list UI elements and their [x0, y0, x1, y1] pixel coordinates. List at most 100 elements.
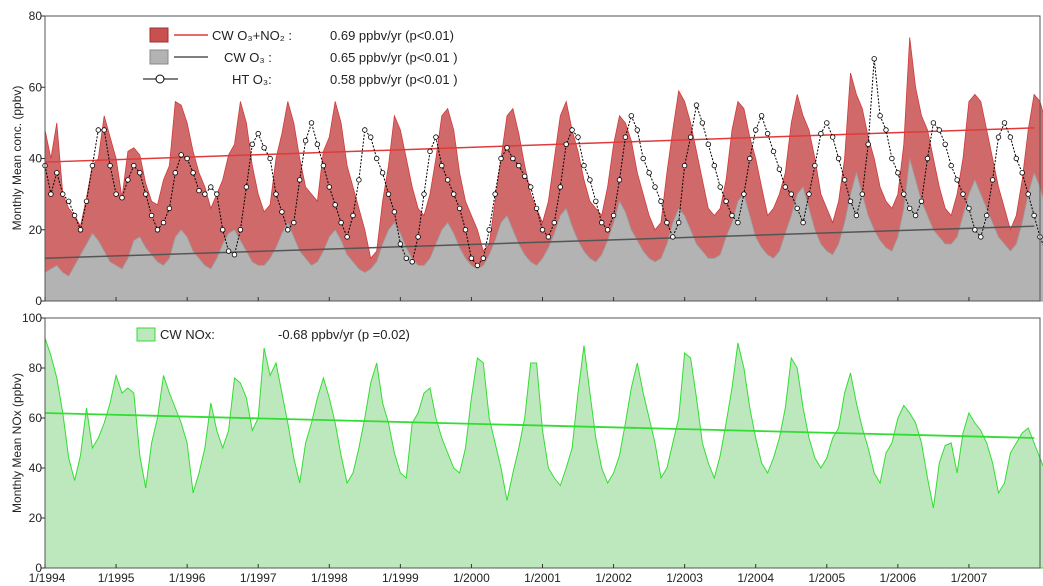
top-y-axis: 0 20 40 60 80	[29, 9, 45, 308]
ht-o3-point	[575, 134, 581, 140]
cw-nox-area	[44, 337, 1043, 569]
y-tick-label: 0	[35, 561, 42, 575]
legend-label-cw-nox: CW NOx:	[160, 327, 215, 342]
ht-o3-point	[930, 120, 937, 126]
ht-o3-point	[125, 177, 131, 183]
x-tick-label: 1/2007	[951, 571, 988, 585]
ht-o3-point	[664, 219, 670, 226]
ht-o3-point	[670, 234, 676, 240]
ht-o3-point	[65, 198, 72, 204]
ht-o3-point	[841, 177, 848, 183]
ht-o3-point	[747, 155, 753, 162]
ht-o3-point	[338, 219, 344, 226]
y-tick-label: 100	[22, 311, 42, 325]
ht-o3-point	[154, 227, 161, 233]
ht-o3-point	[741, 191, 747, 197]
legend-marker-ht-o3	[155, 74, 165, 84]
ht-o3-point	[326, 184, 332, 190]
ht-o3-point	[320, 162, 327, 169]
ht-o3-point	[374, 155, 380, 162]
ht-o3-point	[101, 127, 107, 133]
ht-o3-point	[510, 155, 516, 162]
ht-o3-point	[681, 162, 688, 169]
ht-o3-point	[172, 170, 178, 176]
ht-o3-point	[782, 184, 788, 190]
ht-o3-point	[107, 162, 113, 169]
ht-o3-point	[1025, 191, 1031, 197]
ht-o3-point	[753, 127, 759, 133]
ht-o3-point	[658, 198, 664, 204]
ht-o3-point	[137, 170, 143, 176]
ht-o3-point	[113, 191, 119, 197]
ht-o3-point	[237, 227, 244, 233]
ht-o3-point	[912, 212, 919, 219]
x-tick-label: 1/2002	[595, 571, 632, 585]
ht-o3-point	[877, 113, 883, 119]
ht-o3-point	[616, 177, 623, 183]
ht-o3-point	[196, 187, 202, 194]
ht-o3-point	[847, 198, 854, 204]
legend-label-cw-o3-no2: CW O₃+NO₂ :	[212, 28, 292, 43]
x-tick-label: 1/2003	[666, 571, 703, 585]
ht-o3-point	[806, 191, 812, 197]
y-tick-label: 40	[29, 461, 43, 475]
ht-o3-point	[214, 191, 220, 197]
ht-o3-point	[202, 191, 208, 197]
ht-o3-point	[308, 120, 315, 126]
ht-o3-point	[480, 255, 486, 261]
ht-o3-point	[208, 184, 214, 190]
ht-o3-point	[770, 148, 777, 155]
legend-trend-cw-nox: -0.68 ppbv/yr (p =0.02)	[278, 327, 410, 342]
ht-o3-point	[924, 155, 931, 162]
ht-o3-point	[1031, 212, 1037, 219]
ht-o3-point	[1013, 155, 1019, 162]
ht-o3-point	[451, 191, 457, 197]
ht-o3-point	[184, 155, 190, 162]
ht-o3-point	[131, 162, 137, 169]
ht-o3-point	[1001, 120, 1008, 126]
ht-o3-point	[391, 209, 398, 215]
legend-trend-ht-o3: 0.58 ppbv/yr (p<0.01 )	[330, 72, 458, 87]
ht-o3-point	[652, 184, 658, 190]
ht-o3-point	[528, 184, 534, 190]
ht-o3-point	[77, 227, 84, 233]
x-tick-label: 1/1994	[29, 571, 66, 585]
ht-o3-point	[178, 152, 184, 158]
ozone-panel: 0 20 40 60 80 Monthly Mean conc. (ppbv) CW O…	[10, 9, 1043, 308]
ht-o3-point	[918, 198, 925, 204]
ht-o3-point	[456, 205, 463, 212]
ht-o3-point	[261, 145, 267, 151]
ht-o3-point	[865, 141, 871, 147]
ht-o3-point	[344, 234, 350, 240]
ht-o3-point	[498, 155, 504, 162]
ht-o3-point	[989, 177, 996, 183]
ht-o3-point	[314, 141, 321, 147]
ht-o3-point	[516, 162, 522, 169]
ht-o3-point	[717, 184, 723, 190]
legend-swatch-cw-o3	[149, 49, 169, 65]
ht-o3-point	[243, 184, 250, 190]
ht-o3-point	[972, 227, 978, 233]
ht-o3-point	[119, 194, 125, 201]
y-tick-label: 80	[29, 361, 43, 375]
cw-nox-trend-line	[44, 412, 1035, 439]
bottom-y-axis-label: Monthly Mean NOx (ppbv)	[10, 373, 24, 513]
y-tick-label: 20	[29, 511, 43, 525]
ht-o3-point	[551, 219, 557, 226]
ht-o3-point	[504, 145, 510, 151]
ht-o3-point	[610, 212, 617, 219]
ht-o3-point	[427, 148, 433, 155]
ht-o3-point	[687, 134, 694, 140]
ht-o3-point	[350, 212, 356, 219]
ht-o3-point	[1007, 134, 1014, 140]
ht-o3-point	[889, 155, 895, 162]
ht-o3-point	[148, 212, 155, 219]
ht-o3-point	[486, 227, 492, 233]
legend-trend-cw-o3-no2: 0.69 ppbv/yr (p<0.01)	[330, 28, 454, 43]
ht-o3-point	[936, 127, 942, 133]
ht-o3-point	[433, 134, 439, 140]
ht-o3-point	[954, 177, 960, 183]
ht-o3-point	[835, 155, 842, 162]
ht-o3-point	[190, 170, 196, 176]
